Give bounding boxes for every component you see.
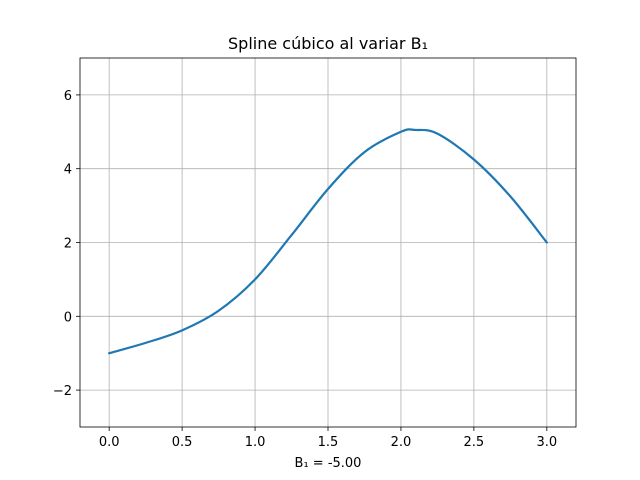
y-tick-label: 0: [64, 310, 72, 325]
x-axis: 0.0 0.5 1.0 1.5 2.0 2.5 3.0: [99, 427, 557, 450]
y-axis: −2 0 2 4 6: [53, 89, 80, 399]
x-tick-label: 2.0: [391, 435, 412, 450]
y-tick-label: 2: [64, 237, 72, 252]
spline-line: [108, 128, 548, 355]
y-tick-label: −2: [53, 384, 72, 399]
x-tick-label: 1.5: [318, 435, 339, 450]
x-tick-label: 2.5: [464, 435, 485, 450]
grid-lines: [80, 58, 576, 427]
y-tick-label: 6: [64, 89, 72, 104]
series-layer: [108, 128, 548, 355]
x-tick-label: 0.5: [172, 435, 193, 450]
y-tick-label: 4: [64, 163, 72, 178]
x-axis-label: B₁ = -5.00: [295, 456, 362, 471]
x-tick-label: 0.0: [99, 435, 120, 450]
chart-title: Spline cúbico al variar B₁: [228, 34, 428, 53]
x-tick-label: 1.0: [245, 435, 266, 450]
x-tick-label: 3.0: [536, 435, 557, 450]
